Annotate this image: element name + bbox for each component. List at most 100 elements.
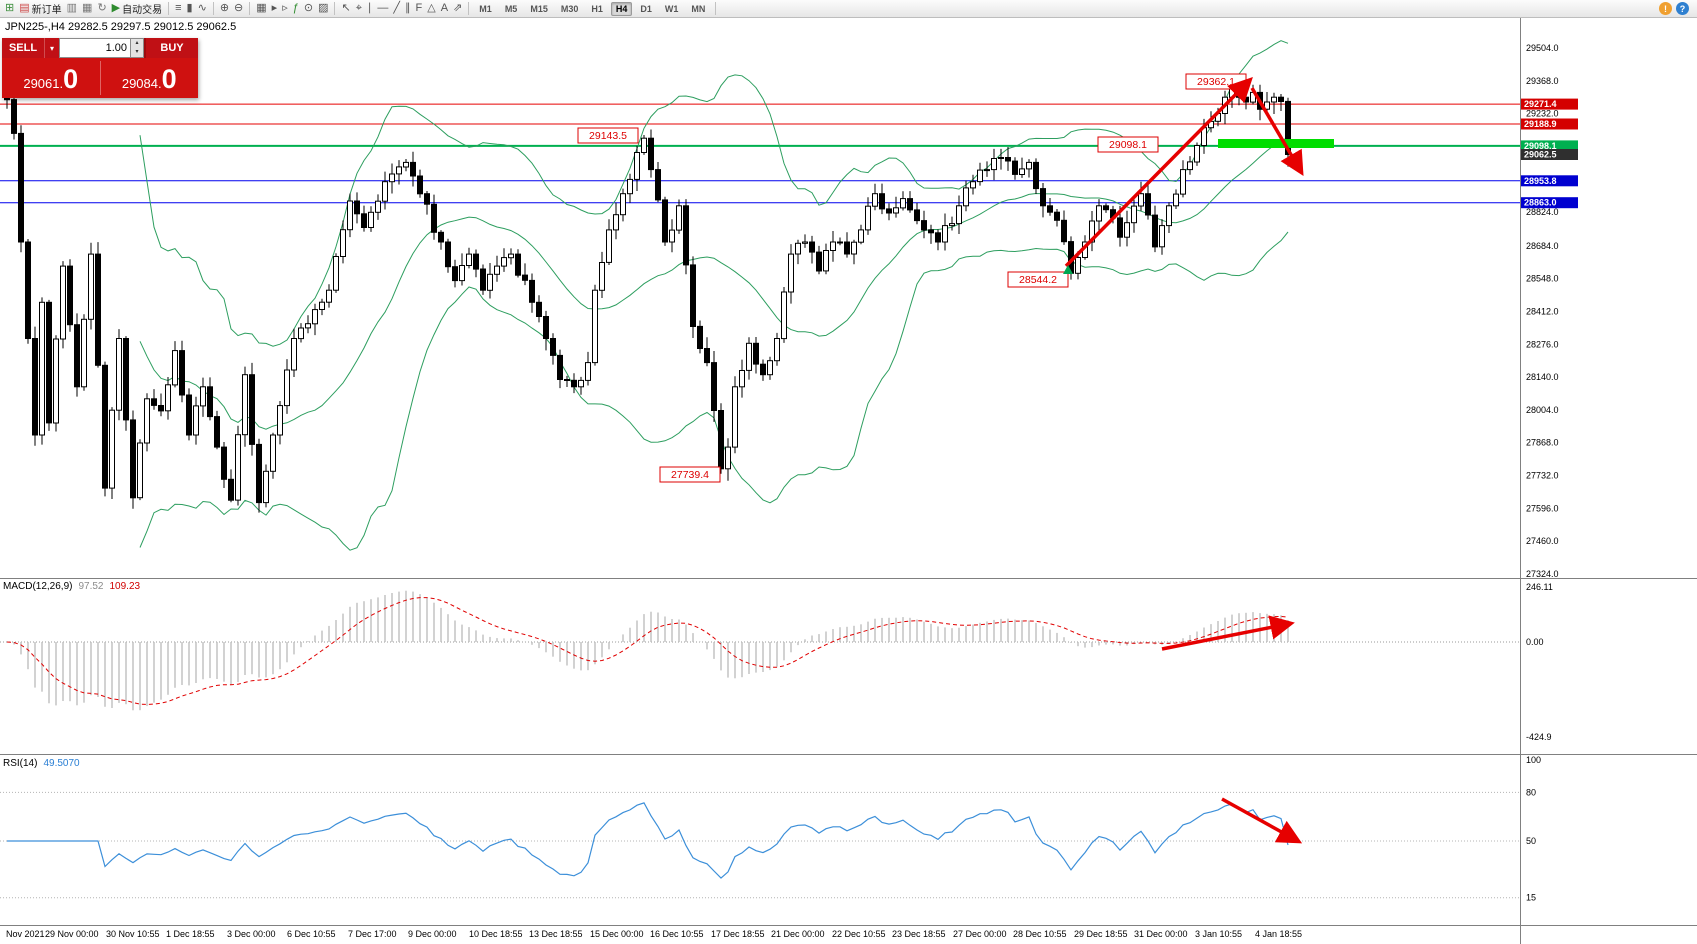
text-icon: A — [440, 2, 449, 14]
timeframe-w1[interactable]: W1 — [664, 3, 679, 14]
svg-text:29 Nov 00:00: 29 Nov 00:00 — [45, 929, 99, 939]
zoom-out-icon: ⊖ — [234, 2, 244, 14]
svg-text:29362.1: 29362.1 — [1197, 76, 1235, 88]
svg-text:27732.0: 27732.0 — [1526, 471, 1559, 481]
svg-text:50: 50 — [1526, 836, 1536, 846]
trendline-icon: ╱ — [393, 2, 401, 14]
new-chart-icon: ⊞ — [5, 2, 15, 14]
timeframe-m5[interactable]: M5 — [504, 3, 518, 14]
templates-icon[interactable]: ▨ — [316, 1, 330, 16]
alert-icon[interactable]: ! — [1659, 2, 1672, 15]
callout-labels[interactable]: 29362.1 29143.5 29098.1 28544.2 27739.4 — [577, 73, 1247, 483]
toolbar-separator — [212, 2, 214, 15]
svg-text:27324.0: 27324.0 — [1526, 569, 1559, 579]
toolbar-separator — [715, 2, 717, 15]
zoom-out-icon[interactable]: ⊖ — [232, 1, 245, 16]
timeframe-h4[interactable]: H4 — [610, 1, 633, 16]
price-axis[interactable] — [1521, 19, 1697, 925]
timeframe-h1[interactable]: H1 — [591, 3, 603, 14]
svg-text:29098.1: 29098.1 — [1109, 139, 1147, 151]
timeframe-m15[interactable]: M15 — [530, 3, 548, 14]
trend-arrows[interactable] — [1064, 77, 1304, 844]
volume-input[interactable] — [59, 38, 131, 58]
buy-button[interactable]: BUY — [146, 38, 198, 58]
periods-icon[interactable]: ⊙ — [302, 1, 315, 16]
zoom-in-icon[interactable]: ⊕ — [218, 1, 231, 16]
rsi-arrow[interactable] — [1221, 797, 1303, 844]
svg-text:28953.8: 28953.8 — [1524, 176, 1557, 186]
sell-options-dropdown[interactable]: ▾ — [44, 38, 59, 58]
svg-text:27460.0: 27460.0 — [1526, 536, 1559, 546]
indicators-icon[interactable]: ƒ — [291, 1, 301, 16]
auto-trading-button: ▶ — [111, 2, 121, 14]
sell-price-small: 29061. — [23, 76, 64, 91]
new-chart-icon[interactable]: ⊞ — [3, 1, 16, 16]
sell-button[interactable]: SELL — [2, 38, 44, 58]
stepper-up-icon[interactable]: ▴ — [135, 40, 139, 46]
profiles-icon[interactable]: ▦ — [80, 1, 94, 16]
refresh-icon[interactable]: ↻ — [95, 1, 108, 16]
svg-text:3 Dec 00:00: 3 Dec 00:00 — [227, 929, 276, 939]
macd-signal-value: 109.23 — [109, 581, 141, 592]
svg-text:16 Dec 10:55: 16 Dec 10:55 — [650, 929, 704, 939]
line-chart-icon[interactable]: ∿ — [196, 1, 209, 16]
chart-windows-icon[interactable]: ▥ — [65, 1, 79, 16]
shapes-icon[interactable]: △ — [425, 1, 437, 16]
community-icon[interactable]: ? — [1676, 2, 1689, 15]
bar-chart-icon[interactable]: ≡ — [173, 1, 183, 16]
rsi-panel[interactable] — [0, 756, 1520, 925]
toolbar-separator — [334, 2, 336, 15]
crosshair-icon[interactable]: ⌖ — [354, 1, 364, 16]
sell-price-big: 0 — [63, 64, 79, 94]
new-order-button: ▤ — [19, 2, 30, 14]
timeframe-m1[interactable]: M1 — [479, 3, 492, 14]
timeframe-mn[interactable]: MN — [691, 3, 706, 14]
cursor-icon[interactable]: ↖ — [339, 1, 352, 16]
main-up-arrow[interactable] — [1064, 77, 1253, 268]
main-down-arrow[interactable] — [1250, 87, 1304, 177]
svg-text:28684.0: 28684.0 — [1526, 241, 1559, 251]
svg-text:13 Dec 18:55: 13 Dec 18:55 — [529, 929, 583, 939]
svg-text:28004.0: 28004.0 — [1526, 405, 1559, 415]
text-icon[interactable]: A — [439, 1, 450, 16]
svg-text:1 Dec 18:55: 1 Dec 18:55 — [166, 929, 215, 939]
auto-scroll-icon[interactable]: ▸ — [270, 1, 280, 16]
svg-text:28 Dec 10:55: 28 Dec 10:55 — [1013, 929, 1067, 939]
svg-text:27739.4: 27739.4 — [671, 469, 709, 481]
buy-price[interactable]: 29084. 0 — [101, 58, 199, 98]
svg-text:80: 80 — [1526, 787, 1536, 797]
candlestick-chart-icon[interactable]: ▮ — [185, 1, 195, 16]
new-order-button[interactable]: ▤ 新订单 — [17, 1, 63, 16]
zoom-in-icon: ⊕ — [219, 2, 230, 14]
timeframe-d1[interactable]: D1 — [640, 3, 652, 14]
horizontal-line-icon[interactable]: ― — [375, 1, 390, 16]
svg-text:30 Nov 10:55: 30 Nov 10:55 — [106, 929, 160, 939]
main-chart-plot[interactable] — [0, 19, 1520, 578]
svg-text:29504.0: 29504.0 — [1526, 43, 1559, 53]
auto-trading-button-label: 自动交易 — [122, 5, 163, 16]
trendline-icon[interactable]: ╱ — [391, 1, 402, 16]
svg-text:9 Dec 00:00: 9 Dec 00:00 — [408, 929, 457, 939]
vertical-line-icon[interactable]: ∣ — [365, 1, 375, 16]
macd-arrow[interactable] — [1161, 615, 1295, 651]
fibonacci-icon[interactable]: F — [414, 1, 425, 16]
arrows-icon[interactable]: ⇗ — [451, 1, 464, 16]
time-axis[interactable] — [0, 926, 1520, 944]
auto-trading-button[interactable]: ▶ 自动交易 — [110, 1, 164, 16]
horizontal-line-icon: ― — [377, 2, 389, 14]
price-tags: 29271.4 29188.9 29098.1 28953.8 28863.0 29062… — [1521, 98, 1578, 209]
green-supply-zone[interactable] — [1218, 139, 1334, 148]
svg-text:28863.0: 28863.0 — [1524, 198, 1557, 208]
symbol-ohlc-info: JPN225-,H4 29282.5 29297.5 29012.5 29062… — [5, 21, 237, 33]
bar-chart-icon: ≡ — [175, 2, 182, 14]
timeframe-m30[interactable]: M30 — [560, 3, 579, 14]
sell-price[interactable]: 29061. 0 — [2, 58, 100, 98]
channel-icon[interactable]: ∥ — [403, 1, 413, 16]
svg-text:27868.0: 27868.0 — [1526, 438, 1559, 448]
chart-shift-icon[interactable]: ▹ — [280, 1, 290, 16]
stepper-down-icon[interactable]: ▾ — [135, 49, 139, 55]
volume-stepper[interactable]: ▴ ▾ — [131, 38, 144, 58]
grid-icon[interactable]: ▦ — [254, 1, 268, 16]
macd-panel[interactable] — [0, 579, 1520, 754]
